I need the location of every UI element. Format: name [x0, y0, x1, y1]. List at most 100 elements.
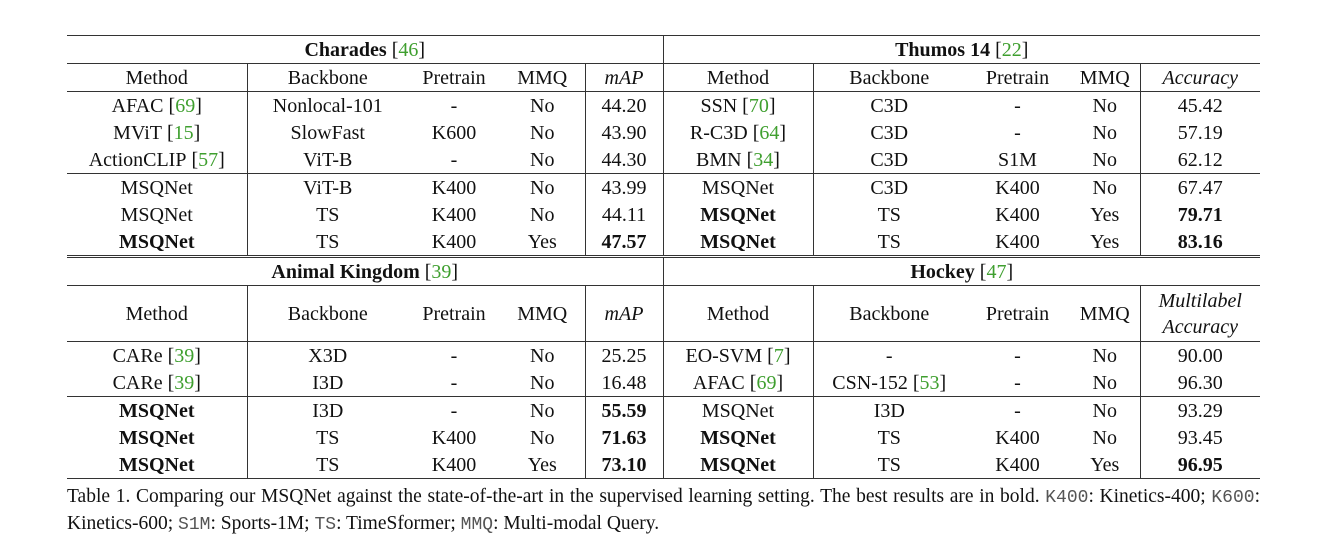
table-cell: C3D — [813, 146, 965, 174]
table-cell: MSQNet — [663, 228, 814, 258]
table-cell: MSQNet — [663, 396, 814, 424]
bracket: ] — [1021, 38, 1029, 61]
column-header: Pretrain — [965, 285, 1070, 342]
table-cell: 67.47 — [1140, 173, 1260, 201]
cell-text: MSQNet — [700, 203, 776, 226]
citation-number: 39 — [431, 260, 452, 283]
cell-text: TS — [316, 203, 340, 226]
table-row: MSQNet I3D - No 55.59 MSQNet I3D - No 93.29 — [67, 396, 1260, 424]
table-cell: ActionCLIP [57] — [67, 146, 248, 174]
table-cell: No — [500, 201, 586, 228]
table-cell: C3D — [813, 119, 965, 146]
table-cell: No — [500, 146, 586, 174]
cell-text: 16.48 — [601, 371, 647, 394]
table-cell: MSQNet — [67, 396, 248, 424]
cell-text: 57.19 — [1177, 121, 1223, 144]
table-cell: 83.16 — [1140, 228, 1260, 258]
column-header: MMQ — [1070, 63, 1141, 92]
cell-text: MViT — [113, 121, 162, 144]
table-cell: - — [408, 146, 500, 174]
column-header: Multilabel Accuracy — [1140, 285, 1260, 342]
table-cell: - — [965, 369, 1070, 397]
cell-text: 71.63 — [601, 426, 647, 449]
table-cell: No — [1070, 369, 1141, 397]
table-cell: - — [965, 342, 1070, 370]
cell-text: 90.00 — [1177, 344, 1223, 367]
table-cell: No — [500, 91, 586, 119]
caption-text: : Kinetics-400; — [1088, 486, 1212, 507]
table-cell: No — [500, 173, 586, 201]
cell-text: K400 — [431, 453, 477, 476]
table-cell: MSQNet — [67, 451, 248, 479]
table-cell: C3D — [813, 92, 965, 120]
cell-text: MSQNet — [701, 399, 775, 422]
table-cell: 62.12 — [1140, 146, 1260, 174]
cell-text: - — [1014, 371, 1021, 394]
cell-text: C3D — [870, 176, 909, 199]
caption-code: S1M — [178, 515, 211, 535]
caption-text: Table 1. Comparing our MSQNet against th… — [67, 486, 1046, 507]
cell-text: X3D — [308, 344, 348, 367]
bracket: ] — [783, 344, 791, 367]
cell-text: Yes — [527, 230, 557, 253]
cell-text: TS — [877, 426, 901, 449]
table-cell: MSQNet — [67, 201, 248, 228]
cell-text: No — [1092, 94, 1117, 117]
citation-number: 69 — [175, 94, 196, 117]
table-cell: X3D — [247, 342, 408, 370]
cell-text: SSN — [700, 94, 738, 117]
table-cell: K400 — [965, 424, 1070, 451]
cell-text: MSQNet — [120, 203, 193, 226]
cell-text: No — [530, 344, 555, 367]
cell-text: TS — [877, 203, 901, 226]
caption-code: K400 — [1045, 488, 1089, 508]
table-cell: I3D — [247, 369, 408, 397]
cell-text: C3D — [870, 94, 909, 117]
cell-text: CSN-152 — [832, 371, 908, 394]
table-cell: SlowFast — [247, 119, 408, 146]
table-cell: 93.45 — [1140, 424, 1260, 451]
bracket: [ — [424, 260, 432, 283]
citation: [70] — [742, 95, 775, 117]
header-row: Method Backbone Pretrain MMQ mAP Method Backbo… — [67, 285, 1260, 342]
cell-text: 83.16 — [1177, 230, 1223, 253]
cell-text: SlowFast — [290, 121, 365, 144]
table-cell: 43.90 — [585, 119, 664, 146]
table-cell: 25.25 — [585, 341, 664, 369]
table-cell: TS — [813, 451, 965, 479]
bracket: [ — [912, 371, 920, 394]
bracket: ] — [779, 121, 787, 144]
cell-text: No — [1092, 148, 1117, 171]
column-header: mAP — [585, 285, 664, 342]
cell-text: 96.30 — [1177, 371, 1223, 394]
cell-text: CARe — [112, 371, 163, 394]
table-cell: 55.59 — [585, 396, 664, 424]
cell-text: No — [530, 94, 555, 117]
table-cell: 44.20 — [585, 91, 664, 119]
citation: [39] — [168, 372, 201, 394]
cell-text: No — [530, 148, 555, 171]
column-header: MMQ — [500, 63, 586, 92]
cell-text: MSQNet — [701, 176, 775, 199]
cell-text: K400 — [431, 426, 477, 449]
citation-number: 39 — [174, 371, 195, 394]
table-cell: ViT-B — [247, 146, 408, 174]
cell-text: C3D — [870, 121, 909, 144]
table-cell: No — [1070, 146, 1141, 174]
table-cell: AFAC [69] — [663, 369, 814, 397]
cell-text: K600 — [431, 121, 477, 144]
bracket: ] — [939, 371, 947, 394]
table-cell: 71.63 — [585, 424, 664, 451]
cell-text: 93.45 — [1177, 426, 1223, 449]
citation: [53] — [913, 372, 946, 394]
section-title: Charades [46] — [67, 35, 664, 64]
table-cell: - — [965, 92, 1070, 120]
table-cell: No — [500, 369, 586, 397]
cell-text: No — [1092, 399, 1117, 422]
title-row: Animal Kingdom [39] Hockey [47] — [67, 256, 1260, 286]
bracket: [ — [979, 260, 987, 283]
table-row: MSQNet TS K400 No 71.63 MSQNet TS K400 No 93.45 — [67, 424, 1260, 451]
citation: [34] — [747, 149, 780, 171]
citation: [46] — [392, 39, 425, 61]
